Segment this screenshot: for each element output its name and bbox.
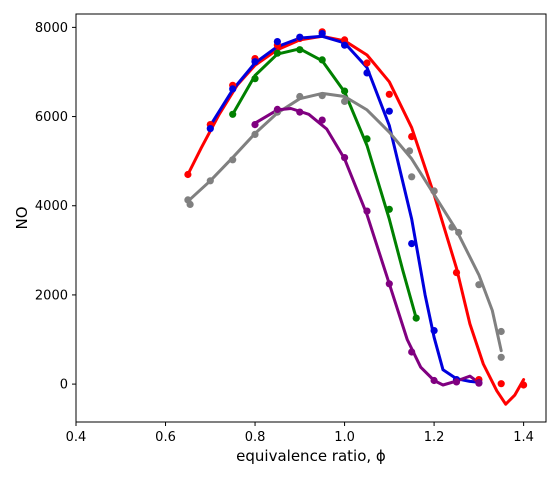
y-tick-label: 2000 [35, 288, 68, 303]
series-3-point-4 [296, 46, 304, 54]
series-3-point-5 [318, 56, 326, 64]
series-5-point-7 [385, 280, 393, 288]
series-3-point-1 [229, 110, 237, 118]
series-4-line [186, 91, 503, 353]
series-5-point-8 [408, 348, 416, 356]
series-5-point-5 [341, 154, 349, 162]
x-tick-label: 0.6 [155, 430, 176, 445]
series-4-point-12 [430, 187, 438, 195]
series-4-point-3 [206, 177, 214, 185]
series-1-point-16 [520, 381, 528, 389]
series-1-point-13 [452, 269, 461, 277]
series-4-point-9 [341, 97, 349, 105]
series-5-point-3 [296, 108, 304, 116]
series-2-point-5 [296, 33, 304, 41]
series-5-point-1 [251, 121, 259, 129]
series-3-point-3 [273, 49, 281, 57]
series-2-point-10 [408, 240, 416, 248]
series-2-point-3 [251, 58, 259, 66]
series-4-point-15 [475, 281, 483, 289]
series-5-point-9 [430, 376, 438, 385]
x-tick-label: 0.8 [245, 430, 266, 445]
series-2-point-4 [273, 38, 281, 46]
series-3-point-2 [251, 75, 259, 83]
x-tick-label: 0.4 [66, 430, 87, 445]
series-5-point-6 [363, 207, 371, 215]
x-tick-label: 1.2 [424, 430, 445, 445]
series-points [184, 28, 528, 389]
series-2-point-11 [430, 327, 438, 335]
series-2-point-7 [341, 41, 349, 49]
series-1-point-11 [408, 133, 416, 141]
series-4-point-10 [405, 147, 414, 155]
series-3-point-9 [412, 314, 420, 322]
series-5-point-11 [475, 379, 483, 387]
plot-frame [75, 13, 547, 423]
y-tick-label: 8000 [35, 21, 68, 36]
x-tick-label: 1.0 [334, 430, 355, 445]
y-tick-label: 4000 [35, 199, 68, 214]
series-4-point-11 [408, 173, 416, 181]
series-2-point-1 [206, 125, 214, 133]
y-tick-label: 6000 [35, 110, 68, 125]
series-1-point-9 [363, 59, 371, 67]
y-axis-ticks: 0 2000 4000 6000 8000 [35, 21, 76, 393]
series-4-point-2 [186, 200, 194, 208]
series-1-point-15 [497, 380, 505, 388]
series-5-point-10 [452, 378, 461, 386]
series-2-point-8 [363, 69, 371, 77]
series-4-point-7 [296, 92, 304, 101]
series-1-point-1 [184, 170, 192, 179]
series-4-point-8 [318, 92, 326, 100]
series-3-point-8 [385, 205, 393, 213]
series-2-point-9 [385, 107, 393, 115]
series-1-point-8 [341, 36, 349, 44]
y-tick-label: 0 [60, 378, 68, 393]
series-4-point-16 [497, 327, 505, 336]
series-3-point-6 [341, 87, 349, 95]
series-3-line [231, 47, 418, 320]
x-axis-ticks: 0.4 0.6 0.8 1.0 1.2 1.4 [66, 422, 534, 445]
series-2-line [208, 34, 481, 384]
series-1-point-10 [385, 90, 393, 98]
x-axis-title: equivalence ratio, ϕ [236, 447, 386, 465]
series-4-point-5 [251, 130, 259, 138]
x-tick-label: 1.4 [513, 430, 534, 445]
series-3-point-7 [363, 135, 371, 143]
series-4-point-13 [448, 223, 456, 231]
y-axis-title: NO [13, 206, 31, 229]
series-4-point-14 [455, 228, 463, 237]
series-4-point-4 [229, 156, 237, 164]
series-2-point-2 [229, 85, 237, 93]
series-4-point-17 [497, 353, 505, 361]
series-2-point-6 [318, 29, 326, 38]
series-5-point-4 [318, 116, 326, 124]
series-5-point-2 [273, 105, 281, 113]
